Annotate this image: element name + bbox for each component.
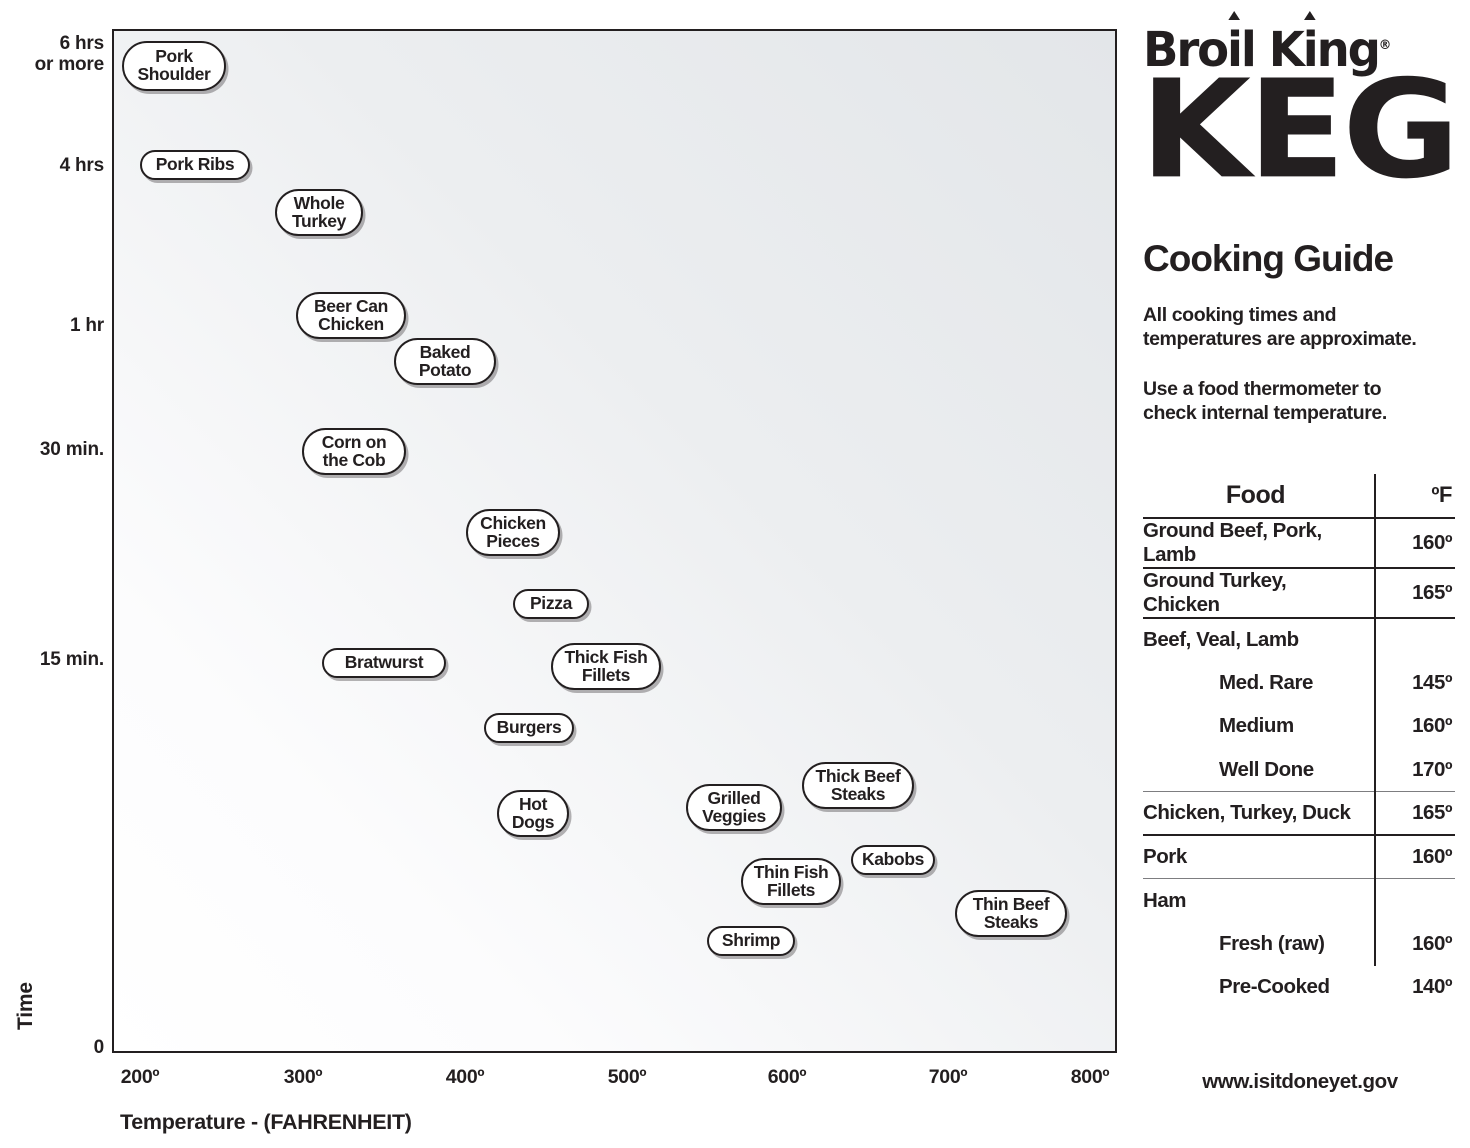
- table-row: Fresh (raw) 160º: [1143, 922, 1455, 966]
- food-pill-baked-potato: Baked Potato: [394, 338, 496, 385]
- cell-food: Chicken, Turkey, Duck: [1143, 791, 1376, 835]
- x-axis-tick-4: 600º: [767, 1066, 807, 1088]
- cell-temperature: 160º: [1412, 931, 1452, 955]
- y-axis-tick-5: 0: [93, 1037, 105, 1058]
- cell-food: Med. Rare: [1143, 661, 1376, 705]
- cell-food: Ham: [1143, 878, 1376, 922]
- brand-i-caret-2: i: [1302, 22, 1319, 78]
- keg-wordmark: KEG: [1140, 51, 1460, 210]
- x-axis-tick-6: 800º: [1070, 1066, 1110, 1088]
- cell-temperature: [1375, 879, 1455, 923]
- y-axis-tick-3: 30 min.: [39, 439, 104, 460]
- table-row: Med. Rare 145º: [1143, 661, 1455, 705]
- food-pill-bratwurst: Bratwurst: [322, 648, 446, 678]
- food-pill-chicken-pieces: Chicken Pieces: [466, 509, 560, 556]
- internal-temperature-table: Food ºF Ground Beef, Pork, Lamb 160º Groun…: [1143, 474, 1455, 1009]
- food-pill-beer-can-chicken: Beer Can Chicken: [296, 292, 406, 339]
- note-approximate-times: All cooking times and temperatures are a…: [1143, 304, 1417, 351]
- cell-food: Beef, Veal, Lamb: [1143, 617, 1376, 661]
- x-axis-tick-2: 400º: [445, 1066, 485, 1088]
- table-row: Medium 160º: [1143, 704, 1455, 748]
- table-row: Pork 160º: [1143, 835, 1455, 879]
- y-axis-tick-1: 4 hrs: [59, 155, 105, 176]
- food-pill-kabobs: Kabobs: [851, 845, 935, 875]
- info-side-panel: Broil King® KEG Cooking Guide All cookin…: [1130, 0, 1470, 1148]
- cell-temperature: 170º: [1412, 757, 1452, 781]
- cell-food: Well Done: [1143, 748, 1376, 792]
- y-axis-tick-0: 6 hrs or more: [34, 33, 105, 76]
- cell-temperature: 160º: [1412, 845, 1452, 868]
- cell-food: Pork: [1143, 835, 1376, 879]
- column-header-fahrenheit: ºF: [1431, 482, 1452, 508]
- broil-king-logo: Broil King®: [1143, 22, 1391, 78]
- cell-temperature: 140º: [1412, 975, 1452, 999]
- page-title: Cooking Guide: [1143, 238, 1394, 279]
- note-use-thermometer: Use a food thermometer to check internal…: [1143, 378, 1387, 425]
- food-pill-pizza: Pizza: [513, 589, 589, 619]
- food-pill-thick-beef-steaks: Thick Beef Steaks: [802, 762, 914, 809]
- cooking-time-chart: 6 hrs or more 4 hrs 1 hr 30 min. 15 min. 0 20…: [14, 29, 1117, 1134]
- website-url: www.isitdoneyet.gov: [1202, 1070, 1398, 1093]
- brand-text-part1: Bro: [1143, 22, 1229, 78]
- cell-temperature: 160º: [1412, 530, 1452, 554]
- table-header-row: Food ºF: [1143, 474, 1455, 518]
- y-axis-tick-4: 15 min.: [39, 649, 104, 670]
- x-axis-tick-5: 700º: [928, 1066, 968, 1088]
- cell-food: Ground Beef, Pork, Lamb: [1143, 517, 1376, 568]
- cell-temperature: [1375, 618, 1455, 662]
- brand-i-caret-1: i: [1227, 22, 1243, 78]
- cell-temperature: 145º: [1412, 670, 1452, 694]
- x-axis-tick-3: 500º: [607, 1066, 647, 1088]
- cell-food: Pre-Cooked: [1219, 975, 1330, 999]
- x-axis-tick-1: 300º: [283, 1066, 323, 1088]
- column-header-food: Food: [1143, 474, 1376, 518]
- table-row: Ground Turkey, Chicken 165º: [1143, 567, 1455, 618]
- food-pill-grilled-veggies: Grilled Veggies: [686, 784, 782, 831]
- table-row: Beef, Veal, Lamb: [1143, 617, 1455, 662]
- cell-food: Medium: [1143, 704, 1376, 748]
- food-pill-shrimp: Shrimp: [707, 926, 795, 956]
- table-row: Pre-Cooked 140º: [1143, 966, 1455, 1010]
- food-pill-burgers: Burgers: [484, 713, 574, 743]
- table-row: Ground Beef, Pork, Lamb 160º: [1143, 517, 1455, 568]
- food-pill-whole-turkey: Whole Turkey: [275, 189, 363, 236]
- table-row: Chicken, Turkey, Duck 165º: [1143, 791, 1455, 835]
- table-row: Well Done 170º: [1143, 748, 1455, 792]
- y-axis-title: Time: [14, 982, 37, 1030]
- cell-food: Fresh (raw): [1143, 922, 1376, 966]
- cell-temperature: 165º: [1412, 580, 1452, 604]
- table-row: Ham: [1143, 878, 1455, 923]
- brand-text-part2: l K: [1240, 22, 1305, 78]
- x-axis-tick-0: 200º: [120, 1066, 160, 1088]
- cell-food: Ground Turkey, Chicken: [1143, 567, 1376, 618]
- food-pill-hot-dogs: Hot Dogs: [497, 790, 569, 837]
- food-pill-pork-ribs: Pork Ribs: [140, 150, 250, 180]
- food-pill-corn-on-the-cob: Corn on the Cob: [302, 428, 406, 475]
- cell-temperature: 165º: [1412, 801, 1452, 824]
- table-body: Ground Beef, Pork, Lamb 160º Ground Turkey…: [1143, 517, 1455, 1010]
- x-axis-title: Temperature - (FAHRENHEIT): [120, 1110, 412, 1134]
- brand-text-part3: ng: [1316, 22, 1381, 78]
- food-pill-thin-fish-fillets: Thin Fish Fillets: [741, 858, 841, 905]
- food-pill-thick-fish-fillets: Thick Fish Fillets: [551, 643, 661, 690]
- food-pill-thin-beef-steaks: Thin Beef Steaks: [955, 890, 1067, 937]
- y-axis-tick-2: 1 hr: [69, 315, 104, 336]
- cell-temperature: 160º: [1412, 714, 1452, 738]
- food-pill-pork-shoulder: Pork Shoulder: [122, 41, 226, 91]
- registered-trademark-icon: ®: [1378, 38, 1392, 53]
